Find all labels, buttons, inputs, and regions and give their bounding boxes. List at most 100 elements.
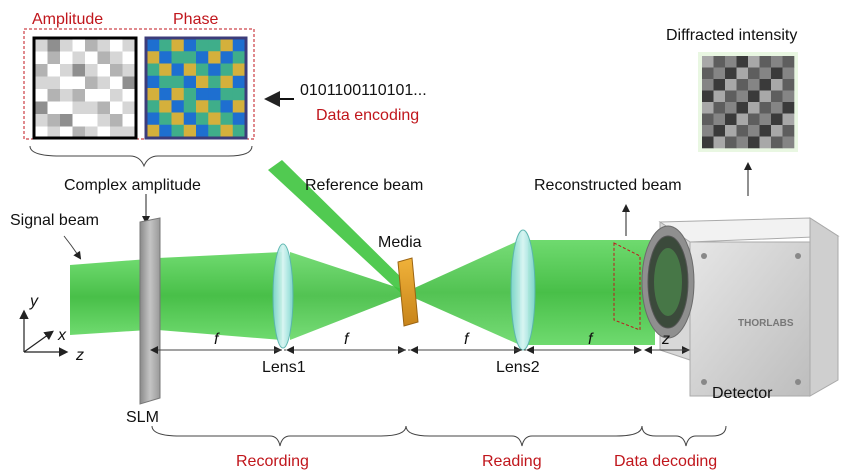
amplitude-cell: [47, 126, 61, 140]
reconstructed-beam: [528, 240, 655, 345]
amplitude-cell: [97, 114, 111, 127]
phase-cell: [147, 75, 160, 89]
axis-z-label: z: [75, 347, 84, 364]
intensity-cell: [713, 113, 726, 126]
amplitude-cell: [35, 64, 48, 77]
phase-cell: [232, 88, 246, 101]
amplitude-pattern: [35, 39, 136, 140]
amplitude-cell: [85, 126, 98, 140]
intensity-cell: [748, 56, 760, 68]
data-encoding-label: Data encoding: [316, 107, 419, 124]
detector-brand: THORLABS: [738, 318, 794, 329]
reading-label: Reading: [482, 453, 542, 470]
intensity-cell: [782, 79, 795, 91]
intensity-cell: [759, 79, 772, 91]
phase-cell: [220, 51, 234, 64]
phase-cell: [183, 63, 197, 77]
intensity-cell: [736, 113, 749, 126]
phase-cell: [208, 112, 221, 126]
amplitude-cell: [85, 39, 98, 52]
phase-cell: [232, 51, 246, 64]
phase-cell: [220, 88, 234, 101]
diffracted-intensity-pattern: [702, 56, 795, 149]
phase-cell: [159, 112, 172, 126]
intensity-cell: [759, 102, 772, 114]
intensity-cell: [759, 67, 772, 80]
phase-cell: [147, 88, 160, 101]
amplitude-cell: [60, 76, 73, 90]
amplitude-cell: [122, 64, 136, 77]
amplitude-cell: [35, 101, 48, 115]
intensity-cell: [725, 125, 737, 137]
phase-cell: [159, 124, 172, 138]
signal-beam-label: Signal beam: [10, 212, 99, 229]
phase-cell: [171, 39, 185, 52]
amplitude-cell: [85, 89, 98, 102]
lens2-label: Lens2: [496, 359, 540, 376]
lens1-label: Lens1: [262, 359, 306, 376]
phase-cell: [232, 75, 246, 89]
data-decoding-label: Data decoding: [614, 453, 717, 470]
reference-beam-label: Reference beam: [305, 177, 423, 194]
coordinate-axes: y x z: [19, 293, 84, 364]
amplitude-cell: [122, 76, 136, 90]
reconstructed-beam-label: Reconstructed beam: [534, 177, 682, 194]
phase-cell: [147, 51, 160, 64]
reference-beam: [268, 160, 412, 296]
amplitude-cell: [97, 64, 111, 77]
bitstream-text: 0101100110101...: [300, 82, 427, 99]
phase-cell: [196, 100, 209, 113]
intensity-cell: [782, 67, 795, 80]
complex-amplitude-brace: [29, 145, 253, 168]
phase-cell: [220, 124, 234, 138]
slm-plate: [139, 217, 161, 405]
intensity-cell: [725, 113, 737, 126]
diffracted-intensity-label: Diffracted intensity: [666, 27, 797, 44]
phase-cell: [183, 75, 197, 89]
intensity-cell: [782, 125, 795, 137]
amplitude-cell: [110, 114, 123, 127]
recording-brace: [151, 425, 407, 447]
intensity-cell: [713, 102, 726, 114]
phase-cell: [171, 112, 185, 126]
amplitude-cell: [97, 39, 111, 52]
amplitude-cell: [110, 51, 123, 65]
axis-x-label: x: [57, 327, 67, 344]
amplitude-cell: [72, 114, 86, 127]
complex-amplitude-label: Complex amplitude: [64, 177, 201, 194]
distance-markers: f f f f z: [150, 331, 690, 354]
amplitude-cell: [110, 126, 123, 140]
complex-amplitude-frame: [23, 28, 255, 140]
phase-cell: [232, 39, 246, 52]
intensity-cell: [713, 79, 726, 91]
phase-cell: [159, 88, 172, 101]
amplitude-cell: [47, 101, 61, 115]
amplitude-cell: [72, 101, 86, 115]
amplitude-cell: [110, 101, 123, 115]
intensity-cell: [748, 125, 760, 137]
phase-cell: [208, 63, 221, 77]
intensity-cell: [771, 90, 783, 103]
phase-cell: [159, 39, 172, 52]
phase-cell: [159, 100, 172, 113]
amplitude-cell: [47, 51, 61, 65]
intensity-cell: [736, 79, 749, 91]
amplitude-cell: [110, 76, 123, 90]
phase-cell: [220, 63, 234, 77]
amplitude-cell: [122, 101, 136, 115]
amplitude-cell: [47, 114, 61, 127]
lens2: [510, 229, 536, 351]
phase-cell: [196, 39, 209, 52]
intensity-cell: [702, 67, 714, 80]
phase-cell: [159, 75, 172, 89]
intensity-cell: [759, 56, 772, 68]
converging-beam: [290, 252, 405, 340]
axis-y-label: y: [29, 293, 39, 310]
phase-cell: [171, 88, 185, 101]
amplitude-cell: [97, 76, 111, 90]
amplitude-cell: [60, 89, 73, 102]
amplitude-cell: [35, 76, 48, 90]
amplitude-cell: [60, 51, 73, 65]
amplitude-cell: [122, 89, 136, 102]
